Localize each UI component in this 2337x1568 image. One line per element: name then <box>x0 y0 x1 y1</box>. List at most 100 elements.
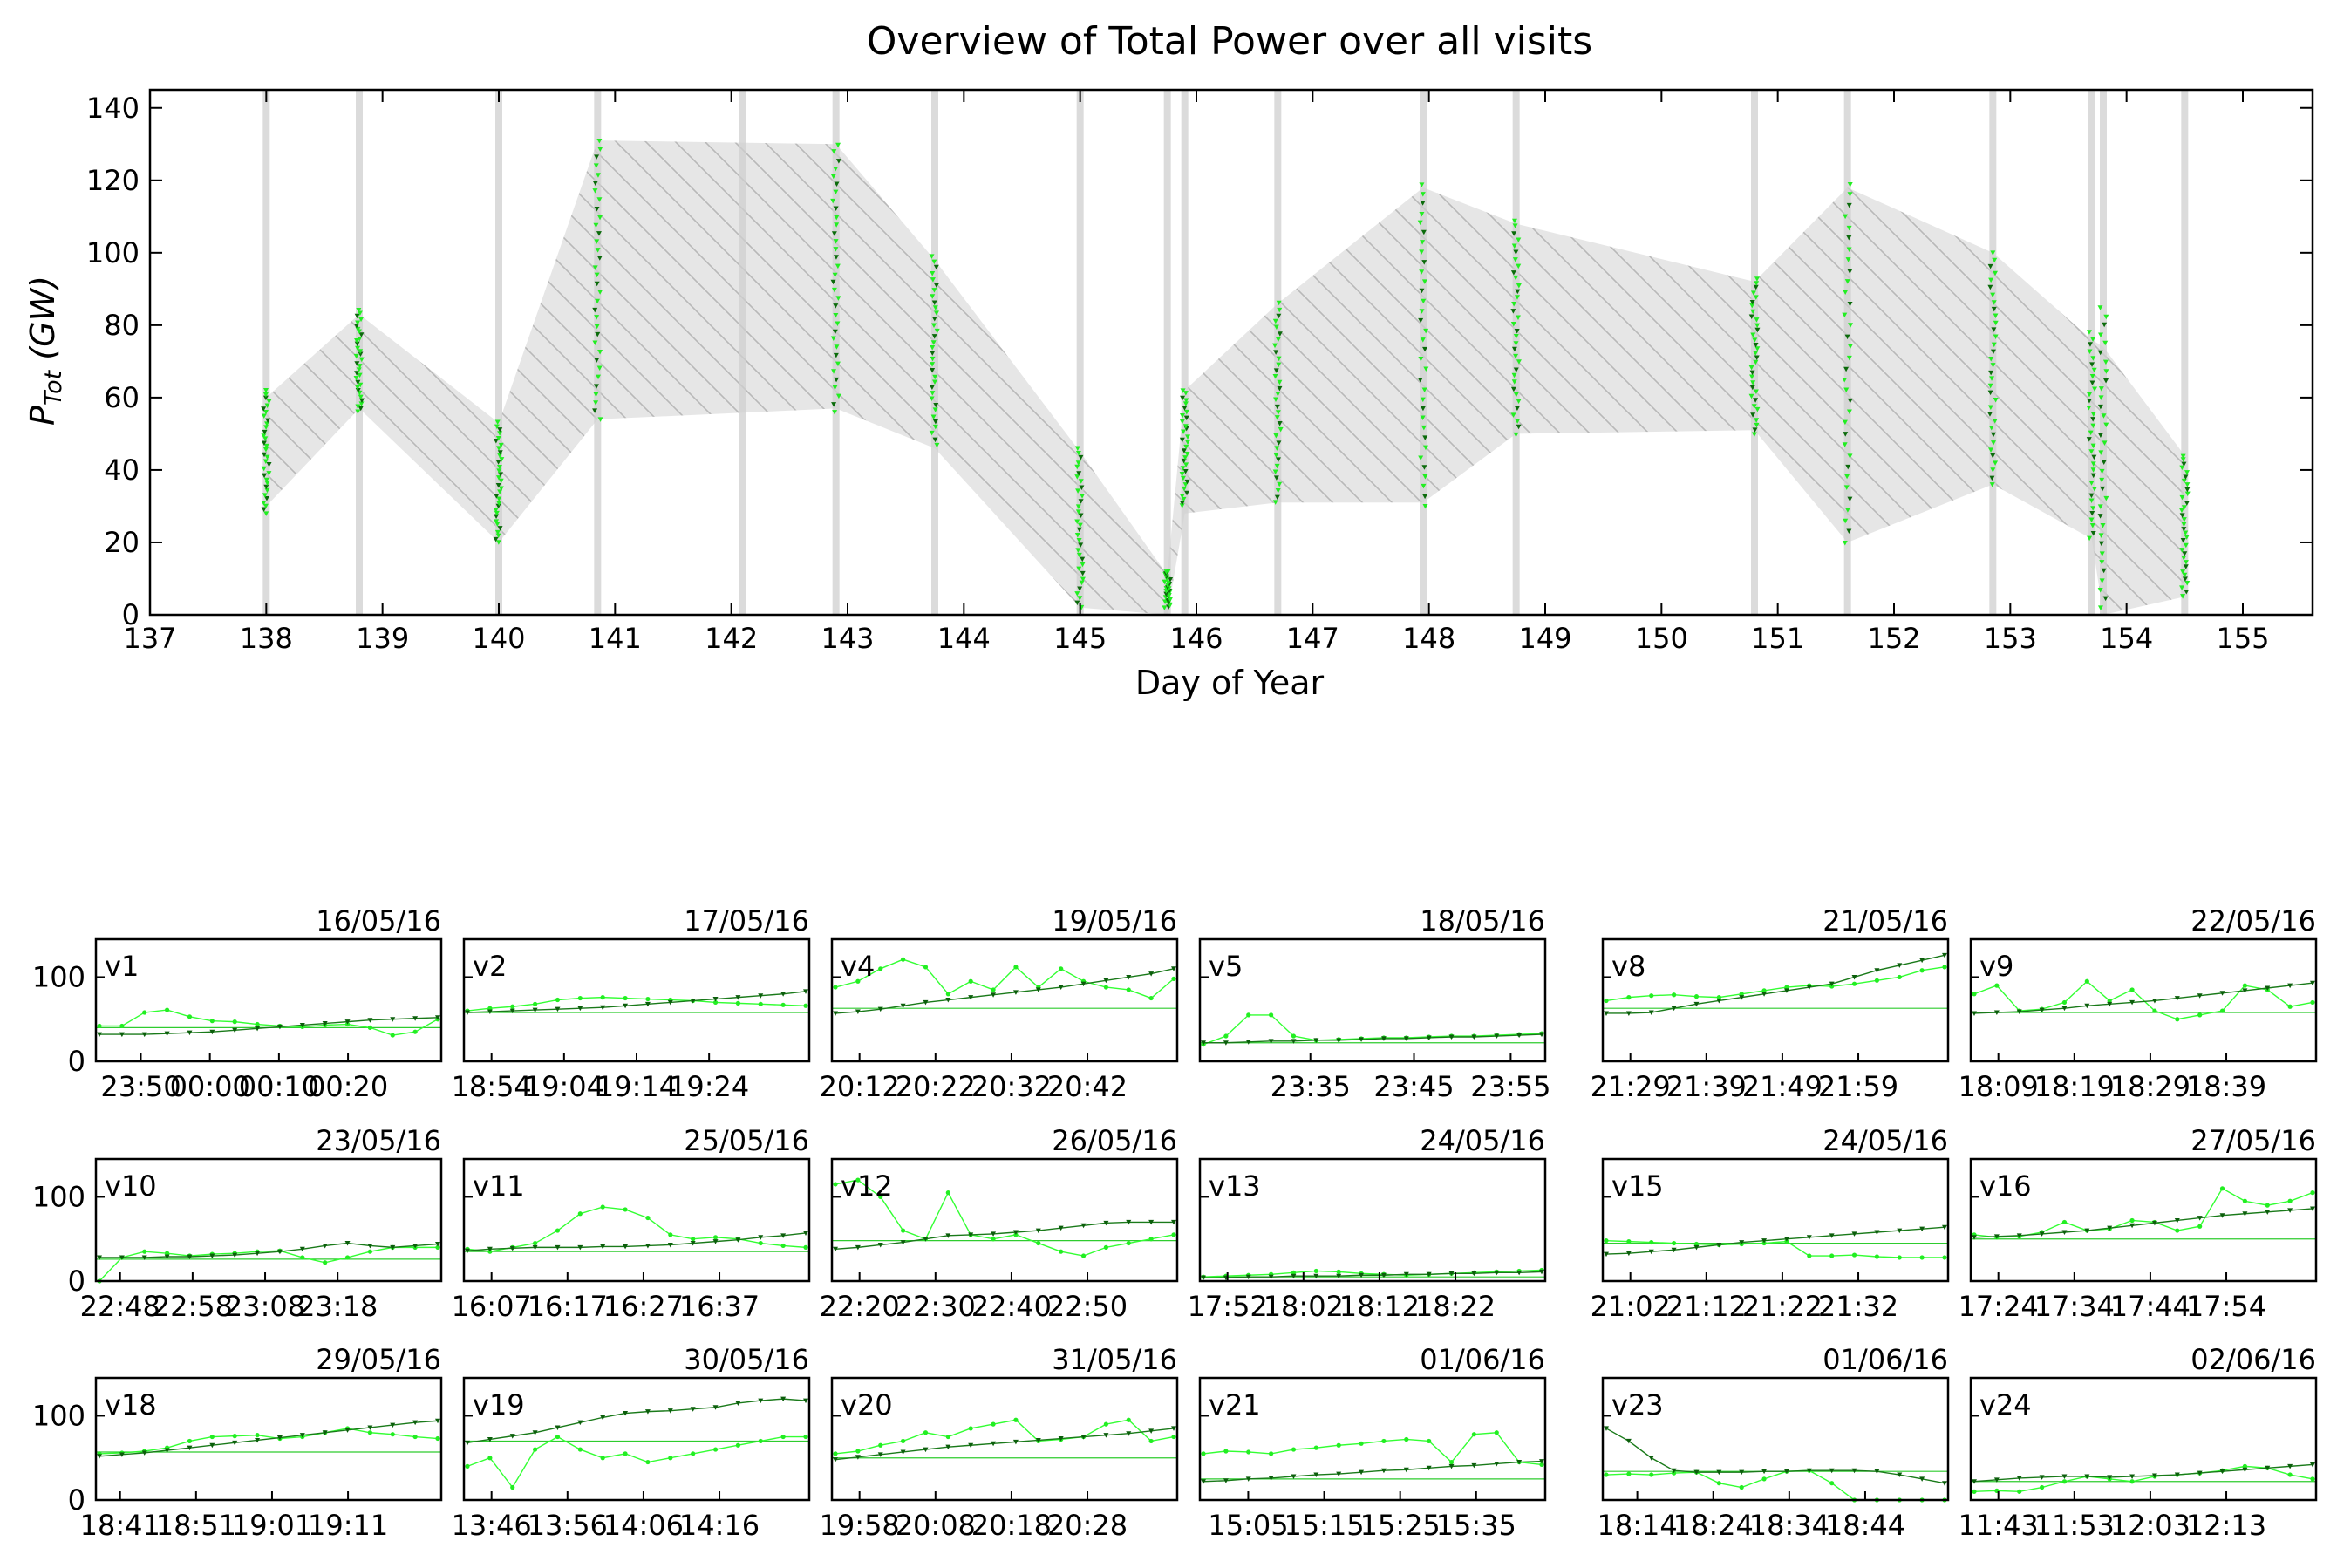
series-b-point <box>209 1442 215 1449</box>
series-b-point <box>141 1032 147 1038</box>
series-b-line <box>467 1232 807 1251</box>
data-point <box>2090 467 2096 473</box>
series-a-line <box>467 996 807 1012</box>
data-point <box>1991 342 1997 348</box>
data-point <box>1420 397 1426 403</box>
data-point <box>929 396 935 402</box>
series-b-point <box>644 1243 651 1249</box>
series-b-point <box>1874 968 1880 973</box>
data-point <box>593 392 599 398</box>
data-point <box>2090 337 2096 342</box>
data-point <box>1844 474 1850 480</box>
data-point <box>1078 542 1084 548</box>
y-tick-label: 60 <box>104 381 140 414</box>
data-point <box>1990 250 1996 256</box>
series-b-point <box>1359 1037 1365 1042</box>
series-b-point <box>735 995 741 1000</box>
series-a-point <box>1994 983 2000 988</box>
series-b-point <box>2129 1474 2136 1479</box>
series-b-point <box>2242 1211 2248 1217</box>
data-point <box>2097 514 2103 519</box>
data-point <box>1183 398 1189 403</box>
data-point <box>261 466 267 472</box>
visit-band <box>495 90 502 615</box>
data-point <box>1750 380 1756 385</box>
series-a-line <box>467 1206 807 1252</box>
series-a-point <box>533 1447 538 1452</box>
series-b-point <box>1671 1006 1677 1012</box>
series-b-point <box>1426 1035 1432 1040</box>
series-b-point <box>1359 1469 1365 1476</box>
data-point <box>1748 374 1754 379</box>
series-b-point <box>758 1398 764 1404</box>
series-a-point <box>344 1255 351 1260</box>
series-b-point <box>2219 1469 2225 1475</box>
series-a-point <box>2197 1224 2203 1229</box>
series-a-line <box>835 1179 1175 1257</box>
series-b-point <box>2107 1225 2113 1231</box>
series-a-point <box>2175 1228 2180 1233</box>
series-b-point <box>2174 1217 2180 1224</box>
series-b-point <box>1625 1438 1632 1444</box>
data-point <box>2089 522 2095 528</box>
series-b-point <box>187 1445 193 1451</box>
series-b-point <box>877 1242 883 1248</box>
panel-x-tick-label: 21:59 <box>1818 1070 1898 1103</box>
data-point <box>932 437 938 443</box>
series-a-point <box>1739 992 1744 997</box>
data-point <box>1846 409 1852 414</box>
series-b-point <box>119 1452 125 1457</box>
data-point <box>835 393 841 399</box>
data-point <box>832 410 838 415</box>
data-point <box>1181 486 1187 492</box>
panel-label: v10 <box>105 1169 157 1203</box>
data-point <box>2184 589 2190 595</box>
data-point <box>1748 393 1754 399</box>
series-b-point <box>1126 974 1132 980</box>
data-point <box>1075 451 1081 456</box>
series-b-point <box>1829 981 1835 987</box>
data-point <box>1513 432 1519 438</box>
series-b-point <box>1245 1040 1251 1045</box>
x-tick-label: 145 <box>1053 622 1107 655</box>
data-point <box>2183 560 2189 565</box>
data-point <box>261 507 267 512</box>
data-point <box>833 255 839 260</box>
data-point <box>597 349 603 355</box>
series-b-point <box>1874 1230 1880 1235</box>
data-point <box>1989 482 1995 487</box>
panel-date: 17/05/16 <box>684 904 809 937</box>
series-a-point <box>2265 1203 2270 1208</box>
data-point <box>832 329 838 335</box>
series-b-point <box>1359 1272 1365 1278</box>
data-point <box>1991 300 1997 305</box>
panel-x-tick-label: 22:58 <box>153 1290 233 1323</box>
panel-y-tick-label: 0 <box>68 1045 85 1078</box>
data-point <box>2180 537 2186 543</box>
panel-x-tick-label: 18:12 <box>1339 1290 1420 1323</box>
series-b-point <box>2310 980 2315 986</box>
data-point <box>1420 240 1426 245</box>
series-a-point <box>780 1002 786 1007</box>
data-point <box>593 163 599 168</box>
series-b-point <box>2039 1475 2045 1480</box>
data-point <box>1753 359 1759 365</box>
series-a-point <box>735 1000 741 1006</box>
series-a-point <box>2242 1198 2247 1203</box>
data-point <box>1277 420 1283 426</box>
data-point <box>1843 432 1849 437</box>
series-a-line <box>835 1419 1175 1455</box>
series-b-point <box>1148 971 1155 977</box>
data-point <box>1751 432 1757 438</box>
series-a-point <box>923 1430 929 1435</box>
series-a-point <box>803 1244 808 1250</box>
series-b-point <box>1516 1033 1523 1039</box>
series-b-point <box>1313 1472 1319 1478</box>
series-a-point <box>577 1447 583 1452</box>
panel-x-tick-label: 19:01 <box>232 1509 312 1542</box>
data-point <box>495 436 501 441</box>
data-point <box>2087 349 2093 354</box>
data-point <box>2098 395 2104 400</box>
series-a-point <box>1291 1033 1297 1039</box>
series-a-line <box>99 1009 439 1036</box>
